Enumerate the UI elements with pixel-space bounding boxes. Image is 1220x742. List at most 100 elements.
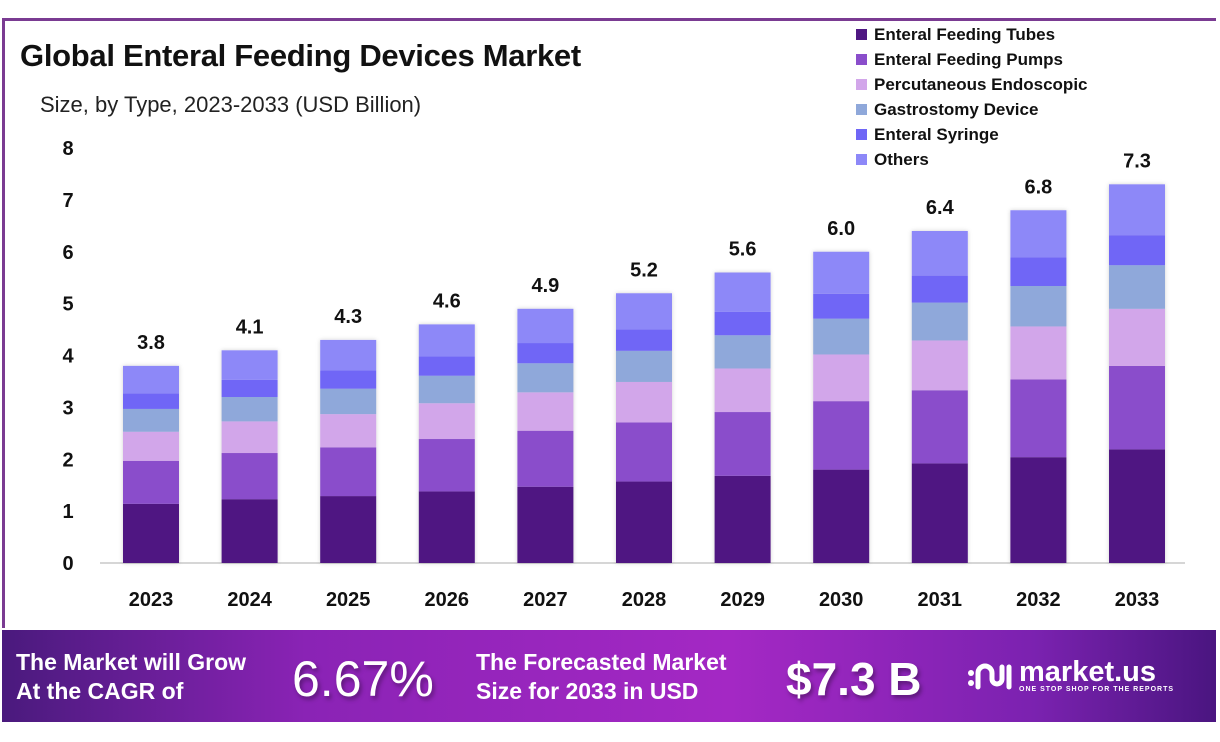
bars [123,184,1165,563]
brand-name: market.us [1019,656,1157,688]
legend-swatch [856,79,867,90]
x-tick-label: 2032 [1016,589,1061,611]
total-data-label: 3.8 [137,332,165,354]
legend-item-enteral-syringe: Enteral Syringe [856,122,1088,147]
bar-stack-2023 [123,365,179,563]
y-tick-label: 2 [62,449,73,471]
bar-stack-2030 [813,251,870,563]
bar-segment-others [418,324,475,357]
total-data-label: 5.6 [729,239,757,261]
legend-item-enteral-feeding-pumps: Enteral Feeding Pumps [856,47,1088,72]
footer-banner: The Market will Grow At the CAGR of 6.67… [2,630,1216,722]
y-tick-label: 4 [62,346,74,368]
legend-swatch [856,129,867,140]
bar-segment-percutaneous-endoscopic [813,354,870,402]
legend-swatch [856,154,867,165]
bar-segment-gastrostomy-device [517,363,574,393]
forecast-value: $7.3 B [786,653,922,705]
legend-label: Percutaneous Endoscopic [874,74,1088,94]
bar-segment-enteral-syringe [517,343,574,364]
bar-segment-enteral-feeding-tubes [123,503,179,563]
legend-label: Enteral Syringe [874,124,999,144]
bar-segment-enteral-feeding-pumps [221,453,278,500]
bar-segment-enteral-syringe [320,370,377,389]
x-tick-label: 2023 [129,589,174,611]
bar-segment-percutaneous-endoscopic [1010,326,1067,380]
bar-segment-enteral-feeding-tubes [616,481,672,563]
total-data-label: 4.3 [334,306,362,328]
bar-stack-2028 [616,293,672,563]
y-tick-label: 0 [62,553,73,575]
bar-segment-enteral-syringe [813,293,870,319]
bar-stack-2032 [1010,210,1067,563]
cagr-label-line1: The Market will Grow [16,649,247,675]
y-tick-label: 8 [62,138,73,160]
forecast-label: The Forecasted Market Size for 2033 in U… [476,648,727,706]
bar-segment-enteral-syringe [911,275,968,303]
bar-segment-percutaneous-endoscopic [517,392,574,431]
x-tick-label: 2024 [227,589,272,611]
legend-label: Enteral Feeding Tubes [874,24,1056,44]
bar-segment-enteral-feeding-tubes [517,486,574,563]
chart-frame [2,18,1216,628]
x-tick-label: 2026 [425,589,470,611]
x-tick-label: 2031 [918,589,963,611]
bar-stack-2029 [714,272,771,563]
bar-segment-enteral-feeding-tubes [1109,449,1165,563]
bar-segment-gastrostomy-device [123,408,179,432]
bar-segment-others [1109,184,1165,236]
bar-segment-percutaneous-endoscopic [616,381,672,423]
bar-segment-others [517,308,574,344]
bar-segment-enteral-syringe [616,329,672,351]
y-tick-label: 6 [62,242,73,264]
bar-segment-enteral-feeding-pumps [1010,379,1067,458]
legend-swatch [856,54,867,65]
forecast-label-line1: The Forecasted Market [476,649,727,675]
chart-subtitle: Size, by Type, 2023-2033 (USD Billion) [40,92,422,117]
bar-segment-enteral-feeding-pumps [616,422,672,482]
y-tick-label: 7 [62,190,73,212]
bar-segment-enteral-syringe [123,393,179,409]
bar-segment-gastrostomy-device [221,397,278,422]
bar-segment-enteral-feeding-tubes [911,463,968,563]
bar-segment-others [616,293,672,330]
total-data-label: 4.1 [236,316,264,338]
bar-segment-gastrostomy-device [911,302,968,341]
legend: Enteral Feeding Tubes Enteral Feeding Pu… [856,22,1088,172]
total-labels: 3.8 4.1 4.3 4.6 4.9 5.2 5.6 6.0 6.4 6.8 7.3 [137,150,1151,354]
y-tick-label: 5 [62,294,73,316]
legend-item-enteral-feeding-tubes: Enteral Feeding Tubes [856,22,1088,47]
bar-segment-enteral-feeding-tubes [1010,457,1067,563]
legend-item-others: Others [856,147,1088,172]
bar-segment-enteral-feeding-pumps [911,390,968,464]
y-tick-label: 1 [62,501,73,523]
bar-segment-gastrostomy-device [1010,285,1067,327]
legend-swatch [856,29,867,40]
bar-segment-others [1010,210,1067,258]
bar-segment-enteral-feeding-pumps [418,439,475,492]
bar-stack-2031 [911,231,968,563]
x-tick-label: 2028 [622,589,667,611]
bar-segment-enteral-syringe [221,379,278,397]
bar-segment-enteral-feeding-tubes [714,475,771,563]
brand-tagline: ONE STOP SHOP FOR THE REPORTS [1019,686,1175,693]
bar-segment-enteral-feeding-pumps [320,447,377,497]
x-tick-label: 2029 [720,589,765,611]
bar-segment-gastrostomy-device [320,388,377,415]
bar-segment-percutaneous-endoscopic [911,340,968,391]
bar-segment-enteral-feeding-pumps [1109,365,1165,450]
legend-label: Gastrostomy Device [874,99,1039,119]
bar-stack-2033 [1109,184,1165,563]
legend-label: Others [874,149,929,169]
bar-segment-gastrostomy-device [1109,265,1165,309]
x-axis: 2023 2024 2025 2026 2027 2028 2029 2030 2031 2032… [129,589,1160,611]
y-tick-label: 3 [62,397,73,419]
bar-segment-gastrostomy-device [813,318,870,355]
bar-segment-percutaneous-endoscopic [1109,308,1165,366]
bar-segment-others [911,231,968,276]
bar-segment-enteral-feeding-pumps [123,460,179,504]
bar-segment-gastrostomy-device [418,375,475,404]
total-data-label: 5.2 [630,259,658,281]
bar-segment-others [320,339,377,371]
